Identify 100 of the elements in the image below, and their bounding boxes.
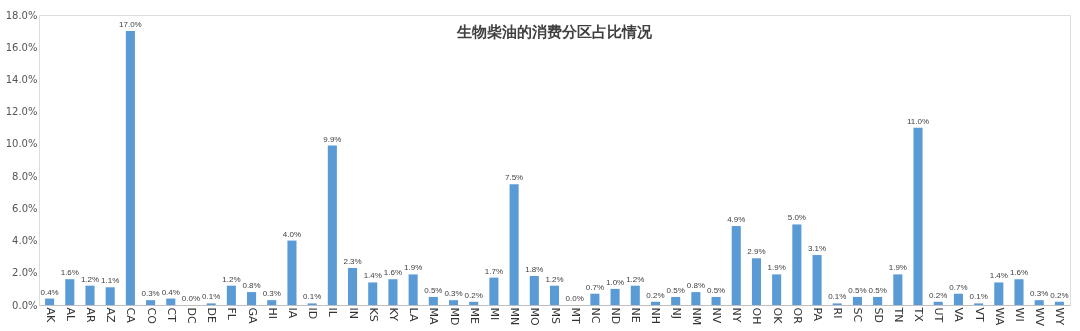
x-tick-label: TN — [891, 306, 905, 323]
data-label: 11.0% — [906, 116, 930, 126]
x-tick-label: MA — [427, 307, 441, 325]
bar — [590, 293, 600, 305]
text: 生物柴油的消费分区占比情况 — [456, 23, 653, 41]
x-tick-label: DE — [205, 307, 219, 323]
x-tick-label: SD — [871, 307, 885, 323]
data-label: 0.4% — [161, 287, 180, 297]
x-tick-label: OR — [790, 307, 804, 325]
data-label: 0.4% — [40, 287, 59, 297]
data-label: 1.2% — [545, 274, 564, 284]
data-label: 0.7% — [949, 282, 968, 292]
x-tick-label: NE — [629, 307, 643, 323]
bar — [327, 145, 337, 305]
x-tick-label: MN — [508, 307, 522, 326]
x-tick-label: OK — [770, 307, 784, 325]
data-label: 1.4% — [989, 271, 1008, 281]
bar — [691, 292, 701, 305]
bar — [731, 226, 741, 305]
bar — [772, 274, 782, 305]
data-label: 0.8% — [686, 281, 705, 291]
bar — [509, 184, 519, 305]
x-tick-label: SC — [851, 307, 865, 323]
data-label: 0.3% — [1030, 289, 1049, 299]
data-label: 0.1% — [303, 292, 322, 302]
data-label: 1.6% — [60, 268, 79, 278]
bar — [287, 240, 297, 305]
data-label: 1.2% — [222, 274, 241, 284]
x-tick-label: MO — [528, 307, 542, 326]
x-tick-label: PA — [811, 307, 825, 322]
x-tick-label: TX — [912, 306, 926, 323]
bar — [893, 274, 903, 305]
bar — [650, 301, 661, 305]
x-tick-label: MI — [487, 307, 501, 321]
y-tick-label: 14.0% — [5, 73, 38, 85]
data-label: 1.4% — [363, 271, 382, 281]
x-tick-label: LA — [407, 307, 421, 322]
data-label: 0.5% — [424, 285, 443, 295]
x-tick-label: AL — [63, 307, 77, 323]
data-label: 17.0% — [119, 20, 142, 30]
data-label: 0.5% — [706, 285, 726, 295]
x-tick-label: RI — [831, 307, 845, 319]
data-label: 1.2% — [80, 274, 100, 284]
bar — [953, 293, 963, 305]
bar — [1054, 301, 1064, 305]
data-label: 2.9% — [747, 247, 766, 257]
bar — [428, 296, 438, 305]
x-tick-label: CA — [124, 307, 138, 324]
data-label: 1.7% — [484, 266, 504, 276]
data-label: 0.2% — [646, 290, 665, 300]
data-label: 3.1% — [807, 244, 827, 254]
data-label: 1.9% — [767, 263, 786, 273]
data-label: 1.9% — [888, 263, 907, 273]
data-label: 1.9% — [404, 263, 423, 273]
data-label: 0.1% — [969, 292, 988, 302]
data-label: 5.0% — [787, 213, 806, 223]
x-tick-label: UT — [932, 307, 946, 323]
data-label: 0.0% — [181, 294, 201, 303]
data-label: 0.1% — [828, 292, 847, 302]
data-label: 0.5% — [848, 285, 867, 295]
data-label: 0.3% — [262, 289, 281, 299]
data-label: 9.9% — [323, 134, 342, 144]
bar — [549, 285, 560, 305]
x-tick-label: MT — [568, 307, 582, 324]
x-tick-label: AK — [43, 307, 57, 324]
bar — [873, 296, 883, 305]
x-tick-label: AR — [83, 307, 97, 324]
x-tick-label: NY — [730, 307, 744, 323]
data-label: 0.5% — [666, 285, 685, 295]
data-label: 4.9% — [727, 215, 746, 225]
x-tick-label: VT — [972, 307, 986, 323]
bar — [469, 301, 479, 305]
bar — [610, 288, 620, 305]
y-tick-label: 4.0% — [12, 235, 38, 247]
data-label: 0.2% — [929, 290, 948, 300]
data-label: 0.3% — [141, 289, 160, 299]
bar — [1014, 279, 1024, 305]
bar — [448, 300, 459, 305]
data-label: 1.0% — [605, 277, 625, 287]
x-tick-label: NJ — [669, 307, 683, 319]
bar — [348, 267, 358, 305]
data-label: 4.0% — [282, 229, 302, 239]
data-label: 1.2% — [626, 274, 645, 284]
bar — [812, 255, 822, 305]
x-tick-label: VA — [952, 307, 966, 323]
y-tick-label: 8.0% — [12, 170, 38, 182]
x-tick-label: FL — [225, 307, 239, 321]
x-tick-label: IL — [326, 307, 340, 318]
x-tick-label: ME — [467, 307, 481, 324]
x-tick-label: KS — [366, 307, 380, 322]
bar — [792, 224, 802, 305]
x-tick-label: WI — [1013, 307, 1027, 322]
bar — [630, 285, 640, 305]
bar — [267, 300, 277, 305]
data-label: 0.0% — [565, 294, 584, 303]
data-label: 0.7% — [585, 282, 605, 292]
x-tick-label: GA — [245, 307, 259, 325]
bar — [671, 296, 681, 305]
bar — [368, 282, 378, 305]
bar — [751, 258, 761, 305]
